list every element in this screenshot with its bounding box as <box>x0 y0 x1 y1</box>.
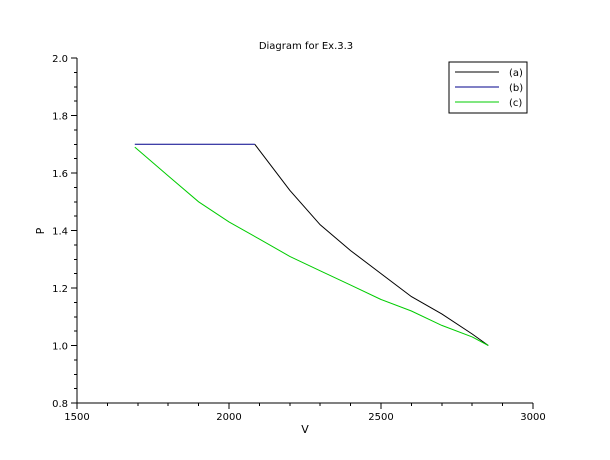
y-tick-label: 1.4 <box>52 227 68 238</box>
chart-title: Diagram for Ex.3.3 <box>259 41 353 52</box>
y-tick-label: 1.0 <box>52 342 68 353</box>
x-tick-label: 1500 <box>64 412 89 423</box>
series-line-1 <box>254 143 489 346</box>
y-tick-label: 1.2 <box>52 284 68 295</box>
legend-label: (b) <box>509 83 523 94</box>
y-tick-label: 1.8 <box>52 112 68 123</box>
x-axis-title: V <box>301 423 309 436</box>
legend-label: (c) <box>509 98 522 109</box>
y-tick-label: 0.8 <box>52 399 68 410</box>
legend-label: (a) <box>509 68 523 79</box>
x-tick-label: 2000 <box>216 412 241 423</box>
legend: (a) (b) (c) <box>448 61 528 114</box>
y-tick-label: 2.0 <box>52 54 68 65</box>
y-tick-label: 1.6 <box>52 169 68 180</box>
y-axis-title: P <box>34 227 47 234</box>
series-line-3 <box>134 146 489 346</box>
axes: 1500 2000 2500 3000 0.8 1.0 1.2 1.4 1.6 1.8 2.0 <box>52 54 546 423</box>
series-layer <box>134 143 489 346</box>
x-tick-label: 3000 <box>520 412 545 423</box>
x-tick-label: 2500 <box>368 412 393 423</box>
